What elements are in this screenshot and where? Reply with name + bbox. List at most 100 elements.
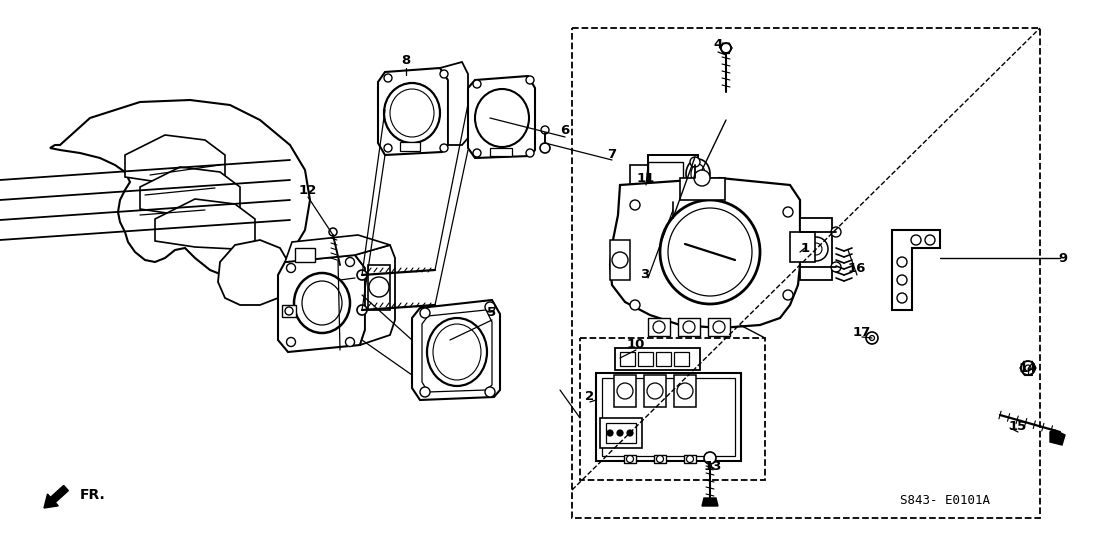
Bar	[283, 305, 296, 317]
Circle shape	[897, 257, 907, 267]
Bar	[708, 318, 730, 336]
Circle shape	[665, 202, 681, 218]
Circle shape	[627, 430, 633, 436]
Ellipse shape	[668, 208, 752, 296]
Circle shape	[440, 70, 448, 78]
Bar	[674, 352, 689, 366]
Bar	[295, 248, 315, 262]
Circle shape	[485, 302, 495, 312]
Circle shape	[485, 387, 495, 397]
Ellipse shape	[686, 159, 710, 189]
Circle shape	[866, 332, 878, 344]
Bar	[684, 455, 696, 463]
Bar	[602, 378, 735, 456]
Circle shape	[540, 143, 550, 153]
Bar	[400, 142, 420, 151]
Bar	[606, 423, 636, 443]
Circle shape	[925, 235, 935, 245]
Bar	[615, 348, 700, 370]
Text: 15: 15	[1009, 419, 1027, 432]
Circle shape	[831, 262, 841, 272]
Circle shape	[473, 149, 481, 157]
Bar	[572, 28, 1040, 518]
Text: 14: 14	[1019, 361, 1037, 375]
Circle shape	[612, 252, 628, 268]
Polygon shape	[1050, 430, 1065, 445]
Circle shape	[911, 235, 921, 245]
Circle shape	[384, 144, 392, 152]
Polygon shape	[50, 100, 310, 278]
Polygon shape	[440, 62, 468, 145]
Text: 7: 7	[607, 147, 616, 161]
Polygon shape	[355, 245, 394, 345]
Bar	[368, 265, 390, 310]
Bar	[790, 232, 815, 262]
Text: 8: 8	[401, 54, 411, 67]
Circle shape	[721, 43, 731, 53]
Bar	[644, 375, 666, 407]
Circle shape	[526, 76, 534, 84]
Bar	[648, 318, 670, 336]
Circle shape	[346, 258, 355, 266]
Text: 4: 4	[714, 38, 722, 50]
Circle shape	[694, 170, 710, 186]
Ellipse shape	[475, 89, 529, 147]
Circle shape	[704, 452, 716, 464]
Circle shape	[617, 430, 623, 436]
Polygon shape	[218, 240, 290, 305]
Ellipse shape	[427, 318, 488, 386]
Ellipse shape	[390, 89, 434, 137]
Bar	[654, 455, 666, 463]
Circle shape	[369, 277, 389, 297]
Circle shape	[677, 383, 692, 399]
Circle shape	[1020, 361, 1035, 375]
Circle shape	[670, 190, 676, 196]
Polygon shape	[140, 167, 240, 217]
Text: 17: 17	[853, 325, 871, 339]
Circle shape	[831, 227, 841, 237]
Circle shape	[1025, 365, 1032, 371]
Circle shape	[810, 243, 822, 255]
Circle shape	[647, 383, 663, 399]
Circle shape	[357, 305, 367, 315]
Bar	[614, 375, 636, 407]
Polygon shape	[611, 178, 800, 328]
Circle shape	[329, 228, 337, 236]
Circle shape	[804, 237, 828, 261]
Polygon shape	[412, 300, 500, 400]
Text: 2: 2	[585, 390, 595, 403]
Text: 1: 1	[800, 241, 810, 254]
Circle shape	[683, 321, 695, 333]
Polygon shape	[278, 255, 365, 352]
Text: 3: 3	[640, 268, 649, 281]
Circle shape	[783, 290, 793, 300]
Circle shape	[420, 387, 430, 397]
Polygon shape	[125, 135, 225, 185]
Circle shape	[617, 383, 633, 399]
Ellipse shape	[294, 273, 350, 333]
Circle shape	[630, 200, 640, 210]
Ellipse shape	[660, 200, 760, 304]
Circle shape	[870, 335, 874, 341]
Bar	[611, 240, 630, 280]
Bar	[648, 162, 683, 184]
Circle shape	[626, 455, 634, 462]
Bar	[620, 352, 635, 366]
Polygon shape	[378, 68, 448, 155]
Polygon shape	[285, 235, 390, 262]
Circle shape	[420, 308, 430, 318]
Text: 9: 9	[1058, 252, 1068, 264]
Circle shape	[630, 300, 640, 310]
Circle shape	[666, 186, 680, 200]
Polygon shape	[155, 199, 255, 249]
Circle shape	[285, 307, 293, 315]
Polygon shape	[468, 76, 535, 158]
Ellipse shape	[384, 83, 440, 143]
Bar	[579, 338, 765, 480]
Text: 12: 12	[299, 183, 317, 197]
Ellipse shape	[302, 281, 342, 325]
Polygon shape	[892, 230, 940, 310]
Bar	[674, 375, 696, 407]
Text: 13: 13	[704, 460, 722, 472]
Circle shape	[287, 337, 296, 347]
